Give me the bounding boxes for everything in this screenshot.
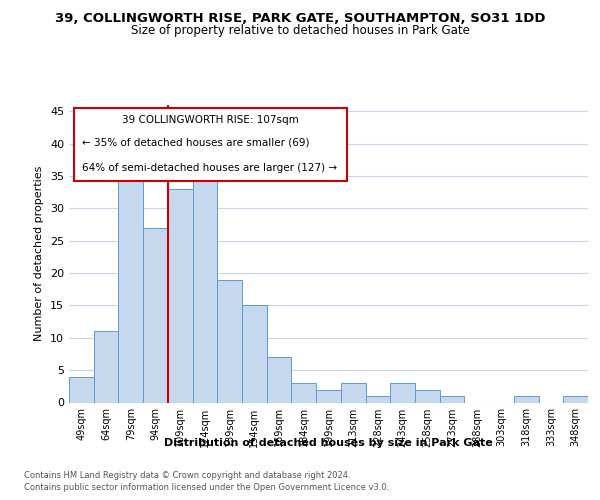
- Bar: [390, 383, 415, 402]
- Bar: [118, 176, 143, 402]
- Bar: [415, 390, 440, 402]
- Bar: [440, 396, 464, 402]
- Text: Contains HM Land Registry data © Crown copyright and database right 2024.: Contains HM Land Registry data © Crown c…: [24, 472, 350, 480]
- Bar: [143, 228, 168, 402]
- Bar: [94, 332, 118, 402]
- Bar: [341, 383, 365, 402]
- Bar: [242, 306, 267, 402]
- Text: 39 COLLINGWORTH RISE: 107sqm: 39 COLLINGWORTH RISE: 107sqm: [122, 116, 299, 126]
- Bar: [316, 390, 341, 402]
- FancyBboxPatch shape: [74, 108, 347, 181]
- Y-axis label: Number of detached properties: Number of detached properties: [34, 166, 44, 342]
- Bar: [267, 357, 292, 403]
- Text: Size of property relative to detached houses in Park Gate: Size of property relative to detached ho…: [131, 24, 469, 37]
- Text: 64% of semi-detached houses are larger (127) →: 64% of semi-detached houses are larger (…: [82, 162, 337, 172]
- Bar: [168, 189, 193, 402]
- Text: Distribution of detached houses by size in Park Gate: Distribution of detached houses by size …: [164, 438, 493, 448]
- Text: 39, COLLINGWORTH RISE, PARK GATE, SOUTHAMPTON, SO31 1DD: 39, COLLINGWORTH RISE, PARK GATE, SOUTHA…: [55, 12, 545, 26]
- Bar: [514, 396, 539, 402]
- Text: Contains public sector information licensed under the Open Government Licence v3: Contains public sector information licen…: [24, 483, 389, 492]
- Bar: [69, 376, 94, 402]
- Bar: [292, 383, 316, 402]
- Bar: [193, 170, 217, 402]
- Bar: [365, 396, 390, 402]
- Bar: [563, 396, 588, 402]
- Text: ← 35% of detached houses are smaller (69): ← 35% of detached houses are smaller (69…: [82, 138, 310, 148]
- Bar: [217, 280, 242, 402]
